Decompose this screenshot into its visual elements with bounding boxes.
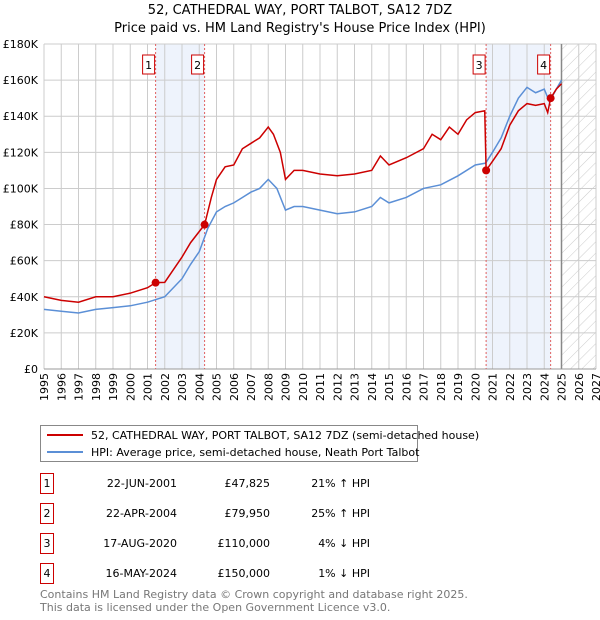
y-tick-label: £80K (10, 219, 39, 232)
price-chart: 1995 1996 1997 1998 1999 2000 2001 2002 2003 2004… (3, 38, 600, 401)
x-tick-label: 1999 (107, 373, 120, 401)
x-tick-label: 2004 (193, 373, 206, 401)
y-tick-label: £100K (3, 182, 39, 195)
transaction-price: £150,000 (217, 567, 271, 580)
transaction-number: 2 (40, 503, 54, 524)
sale-label-box (142, 54, 156, 75)
transaction-date: 17-AUG-2020 (103, 537, 177, 550)
sale-point (482, 166, 491, 175)
sale-point (151, 278, 160, 287)
x-tick-label: 2019 (452, 373, 465, 401)
x-tick-label: 2026 (573, 373, 586, 401)
transaction-number: 1 (40, 473, 54, 494)
transaction-hpi: 1% ↓ HPI (318, 567, 370, 580)
chart-subtitle: Price paid vs. HM Land Registry's House … (114, 21, 486, 36)
transaction-price: £47,825 (224, 477, 271, 490)
y-tick-label: £0 (24, 363, 38, 376)
x-tick-label: 2000 (124, 373, 137, 401)
x-tick-label: 2002 (159, 373, 172, 401)
legend: 52, CATHEDRAL WAY, PORT TALBOT, SA12 7DZ… (40, 425, 479, 462)
footer-copyright: Contains HM Land Registry data © Crown c… (40, 588, 468, 601)
sale-point (200, 220, 209, 229)
x-tick-label: 1998 (90, 373, 103, 401)
transaction-number: 4 (40, 563, 54, 584)
sale-label: 3 (476, 59, 483, 72)
sale-label: 1 (145, 59, 152, 72)
transaction-date: 22-APR-2004 (105, 507, 177, 520)
x-tick-label: 2024 (538, 373, 551, 401)
x-tick-label: 2011 (314, 373, 327, 401)
x-tick-label: 2005 (211, 373, 224, 401)
chart-title: 52, CATHEDRAL WAY, PORT TALBOT, SA12 7DZ (147, 3, 453, 18)
transaction-row: 2 22-APR-2004 £79,950 25% ↑ HPI (40, 503, 380, 524)
legend-property: 52, CATHEDRAL WAY, PORT TALBOT, SA12 7DZ… (91, 428, 480, 442)
transaction-price: £110,000 (217, 537, 271, 550)
x-tick-label: 2013 (349, 373, 362, 401)
legend-hpi: HPI: Average price, semi-detached house,… (91, 445, 420, 459)
x-tick-label: 2003 (176, 373, 189, 401)
sale-label: 4 (540, 59, 547, 72)
footer-licence: This data is licensed under the Open Gov… (40, 601, 391, 614)
transaction-row: 1 22-JUN-2001 £47,825 21% ↑ HPI (40, 473, 380, 494)
x-tick-label: 2009 (280, 373, 293, 401)
transaction-row: 3 17-AUG-2020 £110,000 4% ↓ HPI (40, 533, 380, 554)
y-tick-label: £120K (3, 146, 39, 159)
y-tick-label: £60K (10, 255, 39, 268)
x-tick-label: 2025 (556, 373, 569, 401)
shaded-period (155, 44, 205, 369)
transaction-date: 16-MAY-2024 (105, 567, 177, 580)
property-price-line (43, 83, 563, 303)
sale-label-box (472, 54, 486, 75)
transaction-price: £79,950 (224, 507, 271, 520)
sale-label-box (537, 54, 551, 75)
x-tick-label: 2014 (366, 373, 379, 401)
x-tick-label: 2023 (521, 373, 534, 401)
x-tick-label: 2015 (383, 373, 396, 401)
legend-blue-line (47, 451, 83, 453)
sale-label: 2 (194, 59, 201, 72)
y-tick-label: £160K (3, 74, 39, 87)
y-tick-label: £20K (10, 327, 39, 340)
x-tick-label: 2001 (142, 373, 155, 401)
y-tick-label: £40K (10, 291, 39, 304)
transaction-date: 22-JUN-2001 (106, 477, 177, 490)
x-tick-label: 2012 (331, 373, 344, 401)
x-tick-label: 2006 (228, 373, 241, 401)
transaction-hpi: 25% ↑ HPI (311, 507, 370, 520)
sale-point (546, 94, 555, 103)
x-tick-label: 2022 (504, 373, 517, 401)
x-tick-label: 2010 (297, 373, 310, 401)
x-tick-label: 2007 (245, 373, 258, 401)
transaction-row: 4 16-MAY-2024 £150,000 1% ↓ HPI (40, 563, 380, 584)
transaction-hpi: 21% ↑ HPI (311, 477, 370, 490)
hpi-line (43, 79, 563, 314)
shaded-period (486, 44, 551, 369)
x-tick-label: 2027 (590, 373, 600, 401)
x-tick-label: 2017 (418, 373, 431, 401)
transaction-hpi: 4% ↓ HPI (318, 537, 370, 550)
y-tick-label: £180K (3, 38, 39, 51)
transaction-number: 3 (40, 533, 54, 554)
x-tick-label: 2021 (487, 373, 500, 401)
y-tick-label: £140K (3, 110, 39, 123)
x-tick-label: 2018 (435, 373, 448, 401)
x-tick-label: 2008 (262, 373, 275, 401)
x-tick-label: 2020 (469, 373, 482, 401)
x-tick-label: 1997 (73, 373, 86, 401)
sale-label-box (191, 54, 205, 75)
legend-red-line (47, 434, 83, 436)
x-tick-label: 2016 (400, 373, 413, 401)
x-tick-label: 1995 (38, 373, 51, 401)
x-tick-label: 1996 (55, 373, 68, 401)
